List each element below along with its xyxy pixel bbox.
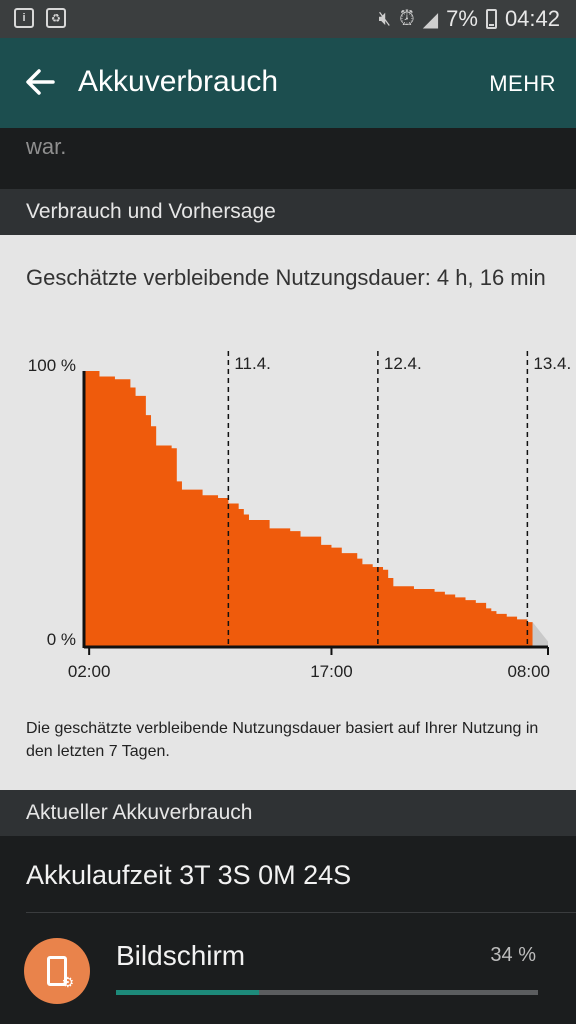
battery-uptime: Akkulaufzeit 3T 3S 0M 24S	[26, 860, 352, 890]
previous-text: war.	[26, 134, 67, 159]
battery-icon	[485, 9, 497, 29]
app-bar: Akkuverbrauch MEHR	[0, 38, 576, 128]
usage-progress-bar	[116, 990, 538, 995]
system-icons: 🔇︎ ⏰︎ ◢ 7% 04:42	[379, 6, 560, 32]
signal-icon: ◢	[422, 8, 439, 31]
forecast-card: Geschätzte verbleibende Nutzungsdauer: 4…	[0, 235, 576, 790]
battery-chart: 11.4. 12.4. 13.4. 100 % 0 % 02:00 17:00 08:00	[0, 335, 576, 695]
recycle-icon: ♻	[46, 8, 66, 28]
day-marker-label: 11.4.	[234, 354, 271, 373]
x-tick-label: 08:00	[507, 662, 550, 681]
projection-area	[532, 622, 548, 647]
usage-item-percent: 34 %	[490, 944, 536, 966]
y-label-max: 100 %	[28, 356, 76, 375]
battery-chart-svg: 11.4. 12.4. 13.4. 100 % 0 % 02:00 17:00 08:00	[28, 351, 571, 681]
usage-progress-fill	[116, 990, 260, 995]
x-tick-label: 17:00	[310, 662, 353, 681]
phone-settings-icon	[47, 956, 74, 991]
section-header-usage-forecast: Verbrauch und Vorhersage	[0, 189, 576, 235]
status-bar: i ♻ 🔇︎ ⏰︎ ◢ 7% 04:42	[0, 0, 576, 38]
divider	[26, 912, 576, 913]
day-marker-label: 13.4.	[533, 354, 571, 373]
screen-usage-icon[interactable]	[24, 938, 90, 1004]
back-button[interactable]	[20, 62, 60, 102]
page-title: Akkuverbrauch	[78, 65, 279, 98]
info-icon: i	[14, 8, 34, 28]
battery-percent: 7%	[446, 6, 478, 31]
arrow-left-icon	[26, 69, 55, 95]
remaining-time-estimate: Geschätzte verbleibende Nutzungsdauer: 4…	[26, 265, 546, 290]
day-marker-label: 12.4.	[384, 354, 422, 373]
mute-icon: 🔇︎	[378, 7, 392, 30]
battery-level-area	[84, 371, 533, 647]
alarm-icon: ⏰︎	[399, 7, 415, 30]
usage-item-label[interactable]: Bildschirm	[116, 940, 246, 971]
x-tick-label: 02:00	[68, 662, 111, 681]
clock: 04:42	[504, 6, 560, 31]
notification-icons: i ♻	[14, 8, 66, 28]
estimate-footnote: Die geschätzte verbleibende Nutzungsdaue…	[26, 720, 539, 760]
section-header-current-usage: Aktueller Akkuverbrauch	[0, 790, 576, 836]
more-button[interactable]: MEHR	[489, 71, 556, 96]
y-label-min: 0 %	[47, 630, 76, 649]
